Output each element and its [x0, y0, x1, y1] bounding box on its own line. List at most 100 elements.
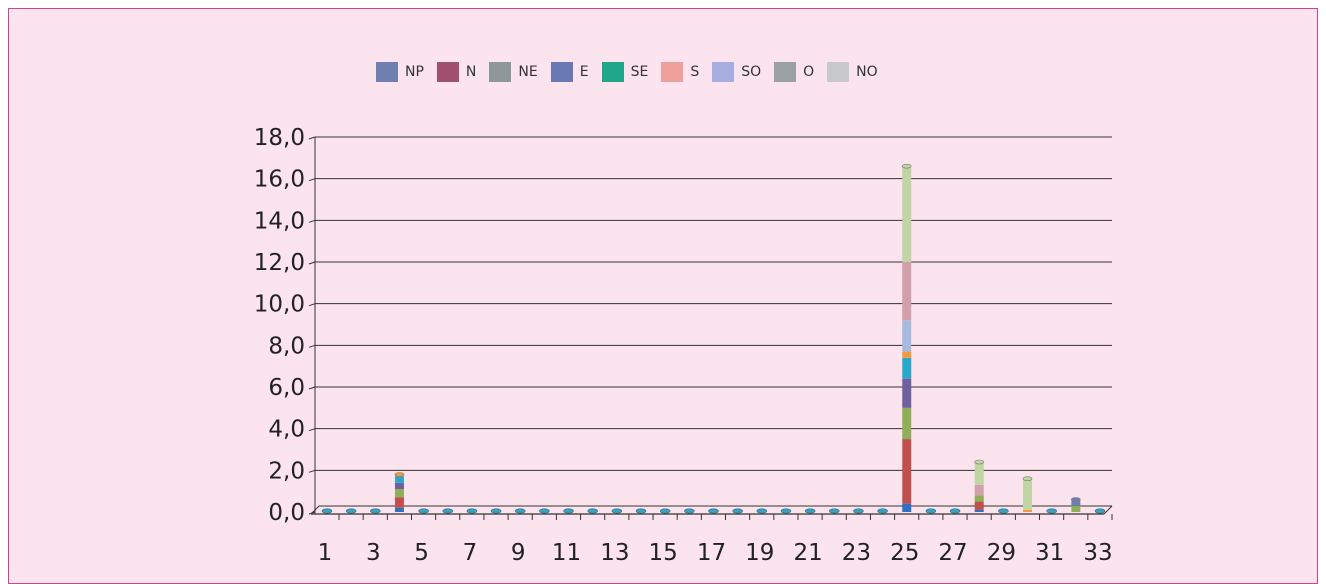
- y-tick-label: 16,0: [254, 167, 305, 193]
- legend-label: SO: [741, 64, 762, 80]
- legend-item-e: E: [550, 62, 589, 82]
- y-tick-label: 10,0: [254, 292, 305, 318]
- x-tick-label: 11: [552, 540, 581, 566]
- zero-bar-marker: [1046, 508, 1057, 514]
- y-tick-mark: [308, 178, 316, 182]
- zero-bar-marker: [514, 508, 526, 514]
- legend-label: NO: [856, 64, 878, 80]
- x-tick-label: 29: [987, 540, 1016, 566]
- legend-swatch: [436, 62, 459, 82]
- legend-item-s: S: [661, 62, 699, 82]
- chart-frame: [8, 8, 1318, 584]
- bar-cap: [394, 472, 405, 477]
- y-tick-mark: [308, 344, 316, 348]
- y-tick-label: 14,0: [254, 208, 305, 234]
- bar-segment: [902, 320, 912, 352]
- x-tick-label: 7: [463, 540, 478, 566]
- floor-back-edge: [310, 505, 1112, 515]
- zero-bar-marker: [925, 508, 937, 514]
- y-tick-mark: [308, 219, 316, 223]
- bar-segment: [394, 507, 404, 512]
- y-tick-label: 18,0: [254, 125, 305, 151]
- y-tick-mark: [308, 261, 316, 265]
- legend-item-np: NP: [376, 62, 424, 82]
- zero-bar-marker: [418, 508, 429, 514]
- y-tick-label: 8,0: [268, 333, 305, 359]
- bar-segment: [974, 462, 984, 485]
- x-tick-label: 1: [318, 540, 333, 566]
- bar-segment: [902, 407, 912, 440]
- bar-segment: [974, 501, 984, 510]
- legend-label: N: [465, 64, 477, 80]
- legend-swatch: [661, 62, 684, 82]
- zero-bar-marker: [587, 508, 599, 514]
- zero-bar-marker: [370, 508, 381, 514]
- legend-item-n: N: [436, 62, 477, 82]
- zero-bar-marker: [563, 508, 574, 514]
- zero-bar-marker: [466, 508, 478, 514]
- bar-segment: [394, 489, 404, 498]
- x-tick-label: 23: [842, 540, 871, 566]
- zero-bar-marker: [998, 508, 1009, 514]
- x-tick-label: 27: [938, 540, 967, 566]
- bar-segment: [902, 378, 912, 408]
- bar-segment: [974, 509, 984, 512]
- zero-bar-marker: [949, 508, 961, 514]
- legend-swatch: [601, 62, 624, 82]
- y-tick-label: 2,0: [268, 458, 305, 484]
- bar-segment: [902, 439, 912, 504]
- x-tick-label: 19: [745, 540, 774, 566]
- y-tick-mark: [308, 303, 316, 307]
- zero-bar-marker: [708, 508, 719, 514]
- bar-segment: [394, 482, 404, 490]
- y-tick-label: 12,0: [254, 250, 305, 276]
- bar-segment: [1071, 505, 1081, 512]
- bar-segment: [902, 357, 912, 379]
- zero-bar-marker: [442, 508, 454, 514]
- x-tick-label: 33: [1083, 540, 1112, 566]
- bar-segment: [902, 503, 912, 512]
- bar-segment: [902, 166, 912, 262]
- zero-bar-marker: [635, 508, 647, 514]
- bar-segment: [974, 495, 984, 502]
- y-tick-mark: [308, 386, 316, 390]
- zero-bar-marker: [659, 508, 671, 514]
- zero-bar-marker: [877, 508, 888, 514]
- y-tick-mark: [308, 428, 316, 432]
- legend-item-so: SO: [712, 62, 761, 82]
- zero-bar-marker: [345, 508, 357, 514]
- zero-bar-marker: [611, 508, 623, 514]
- x-tick-label: 21: [793, 540, 822, 566]
- legend-label: S: [690, 64, 700, 80]
- zero-bar-marker: [732, 508, 743, 514]
- zero-bar-marker: [321, 508, 333, 514]
- zero-bar-marker: [804, 508, 816, 514]
- legend-label: SE: [630, 64, 649, 80]
- x-tick-label: 25: [890, 540, 919, 566]
- x-tick-label: 9: [511, 540, 526, 566]
- y-tick-label: 0,0: [268, 500, 305, 526]
- bar-segment: [974, 484, 984, 496]
- legend-label: NE: [518, 64, 538, 80]
- bar-segment: [1071, 499, 1081, 506]
- legend-label: NP: [405, 64, 424, 80]
- bar-segment: [1023, 509, 1033, 512]
- bar-cap: [974, 459, 985, 465]
- x-tick-label: 5: [414, 540, 429, 566]
- legend-label: O: [803, 64, 815, 80]
- zero-bar-marker: [1094, 508, 1106, 514]
- legend-swatch: [376, 62, 398, 82]
- y-tick-mark: [308, 136, 316, 140]
- bar-segment: [394, 476, 404, 483]
- floor-right-edge: [1103, 505, 1113, 515]
- y-tick-mark: [308, 469, 316, 473]
- x-tick-label: 3: [366, 540, 381, 566]
- legend-item-ne: NE: [489, 62, 538, 82]
- bar-segment: [902, 351, 912, 358]
- bar-cap: [1071, 497, 1081, 502]
- zero-bar-marker: [684, 508, 695, 514]
- bar-segment: [1023, 478, 1033, 510]
- zero-bar-marker: [828, 508, 840, 514]
- chart-legend: NP N NE E SE S SO O NO: [376, 61, 891, 83]
- legend-swatch: [712, 62, 735, 82]
